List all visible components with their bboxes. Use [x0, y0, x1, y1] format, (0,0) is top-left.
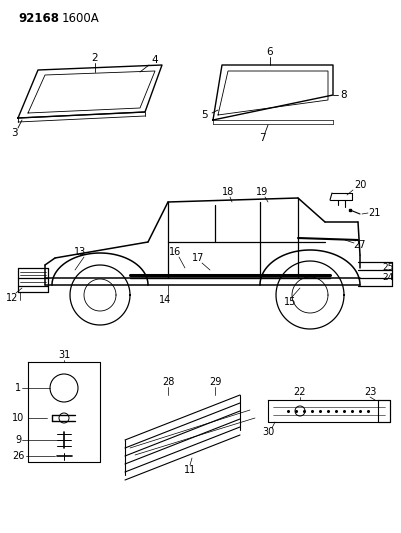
Text: 3: 3	[11, 128, 17, 138]
Text: 24: 24	[383, 272, 394, 281]
Text: 14: 14	[159, 295, 171, 305]
Text: 31: 31	[58, 350, 70, 360]
Text: 27: 27	[354, 240, 366, 250]
Text: 21: 21	[368, 208, 380, 218]
Text: 92168: 92168	[18, 12, 59, 25]
Text: 29: 29	[209, 377, 221, 387]
Text: 25: 25	[382, 262, 394, 271]
Text: 20: 20	[354, 180, 366, 190]
Text: 13: 13	[74, 247, 86, 257]
Text: 16: 16	[169, 247, 181, 257]
Text: 11: 11	[184, 465, 196, 475]
Text: 2: 2	[92, 53, 98, 63]
Text: 4: 4	[152, 55, 158, 65]
Text: 1600A: 1600A	[62, 12, 100, 25]
Text: 1: 1	[15, 383, 21, 393]
Text: 30: 30	[262, 427, 274, 437]
Text: 15: 15	[284, 297, 296, 307]
Text: 17: 17	[192, 253, 204, 263]
Text: 10: 10	[12, 413, 24, 423]
Text: 7: 7	[259, 133, 265, 143]
Text: 6: 6	[267, 47, 273, 57]
Text: 8: 8	[341, 90, 347, 100]
Text: 19: 19	[256, 187, 268, 197]
Text: 26: 26	[12, 451, 24, 461]
Text: 9: 9	[15, 435, 21, 445]
Text: 18: 18	[222, 187, 234, 197]
Text: 28: 28	[162, 377, 174, 387]
Text: 12: 12	[6, 293, 18, 303]
Text: 5: 5	[202, 110, 208, 120]
Text: 23: 23	[364, 387, 376, 397]
Text: 22: 22	[294, 387, 306, 397]
